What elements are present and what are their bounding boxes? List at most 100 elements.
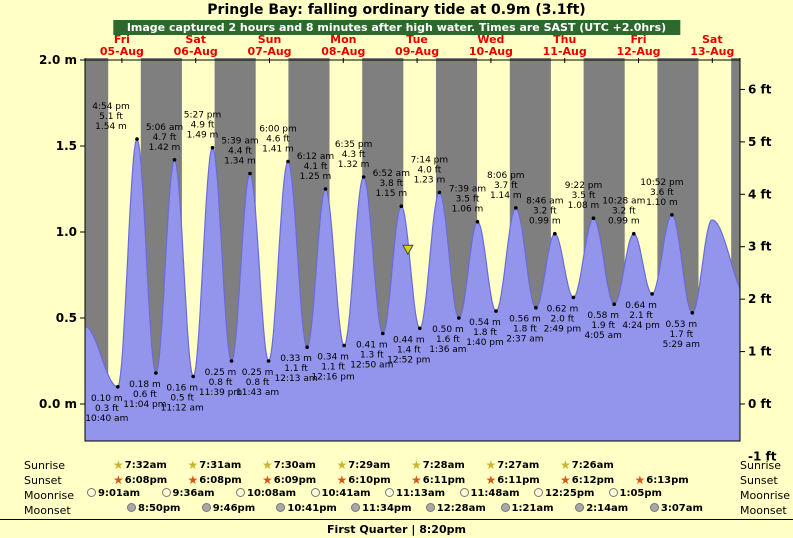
sunset-entry: ★6:09pm bbox=[262, 473, 316, 487]
tide-low-label: 11:12 am bbox=[161, 404, 204, 414]
moonset-entry: 10:41pm bbox=[276, 503, 337, 514]
tide-extreme-dot bbox=[650, 292, 654, 296]
right-axis-label: 0 ft bbox=[748, 397, 772, 411]
sunrise-entry: ★7:27am bbox=[486, 458, 540, 472]
tide-high-label: 3.5 ft bbox=[572, 191, 596, 201]
tide-low-label: 0.8 ft bbox=[209, 378, 233, 388]
sunrise-label-right: Sunrise bbox=[740, 459, 782, 472]
left-axis-label: 1.5 bbox=[56, 139, 77, 153]
tide-low-label: 12:13 am bbox=[275, 374, 318, 384]
tide-high-label: 4.0 ft bbox=[418, 165, 442, 175]
sunrise-time: 7:32am bbox=[124, 460, 167, 471]
tide-extreme-dot bbox=[632, 231, 636, 236]
tide-low-label: 1.1 ft bbox=[321, 363, 345, 373]
tide-low-label: 0.58 m bbox=[587, 311, 619, 321]
moonset-label-right: Moonset bbox=[740, 504, 787, 517]
tide-extreme-dot bbox=[381, 331, 385, 336]
moonset-entry: 8:50pm bbox=[127, 503, 180, 514]
moonrise-time: 11:13am bbox=[396, 488, 445, 499]
day-label-dow: Sat bbox=[185, 33, 206, 46]
moonrise-time: 10:41am bbox=[321, 488, 371, 499]
day-label-date: 09-Aug bbox=[395, 45, 439, 58]
moonset-time: 8:50pm bbox=[138, 503, 181, 514]
moonset-time: 3:07am bbox=[660, 503, 703, 514]
tide-extreme-dot bbox=[670, 213, 674, 217]
sunrise-time: 7:29am bbox=[348, 460, 391, 471]
moonset-icon bbox=[127, 503, 136, 512]
capture-info-banner: Image captured 2 hours and 8 minutes aft… bbox=[112, 20, 681, 35]
sunset-icon: ★ bbox=[411, 473, 422, 487]
day-label-dow: Sat bbox=[702, 33, 723, 46]
tide-low-label: 0.44 m bbox=[393, 335, 425, 345]
right-axis-label: 2 ft bbox=[748, 292, 772, 306]
right-axis-label: 5 ft bbox=[748, 135, 772, 149]
tide-extreme-dot bbox=[571, 295, 576, 300]
tide-low-label: 1.7 ft bbox=[669, 330, 693, 340]
tide-low-label: 2:49 pm bbox=[544, 324, 582, 334]
day-label-dow: Wed bbox=[477, 33, 504, 46]
moonrise-entry: 10:08am bbox=[236, 488, 296, 499]
moonset-icon bbox=[276, 503, 286, 512]
moonset-icon bbox=[425, 503, 435, 512]
tide-extreme-dot bbox=[286, 159, 290, 164]
tide-low-label: 11:43 am bbox=[236, 388, 279, 398]
sunset-icon: ★ bbox=[634, 473, 646, 487]
tide-low-label: 0.16 m bbox=[166, 384, 198, 394]
moonset-time: 1:21am bbox=[511, 503, 554, 514]
moonset-icon bbox=[351, 503, 361, 512]
night-band bbox=[731, 58, 740, 441]
tide-high-label: 4.7 ft bbox=[153, 133, 177, 143]
tide-low-label: 0.56 m bbox=[509, 315, 541, 325]
right-axis-label: 4 ft bbox=[748, 187, 772, 201]
moonrise-icon bbox=[236, 488, 245, 497]
left-axis-label: 0.5 bbox=[56, 311, 77, 325]
tide-extreme-dot bbox=[690, 311, 695, 315]
tide-low-label: 1.8 ft bbox=[473, 328, 497, 338]
tide-high-label: 3.2 ft bbox=[612, 207, 636, 217]
day-label-dow: Fri bbox=[114, 33, 130, 46]
sunrise-icon: ★ bbox=[411, 458, 422, 472]
sunset-time: 6:10pm bbox=[348, 475, 391, 486]
tide-low-label: 1:36 am bbox=[429, 345, 466, 355]
tide-high-label: 1.10 m bbox=[646, 198, 678, 208]
sunset-label-right: Sunset bbox=[740, 474, 778, 487]
moonset-icon bbox=[500, 503, 510, 512]
moonrise-entry: 1:05pm bbox=[608, 488, 662, 499]
moonset-label-left: Moonset bbox=[24, 504, 71, 517]
moonrise-entry: 11:48am bbox=[459, 488, 520, 499]
tide-extreme-dot bbox=[229, 359, 234, 363]
tide-low-label: 0.18 m bbox=[129, 380, 161, 390]
tide-high-label: 1.49 m bbox=[187, 131, 219, 141]
tide-extreme-dot bbox=[475, 219, 480, 224]
right-axis-label: 6 ft bbox=[748, 82, 772, 96]
tide-high-label: 4.4 ft bbox=[228, 147, 252, 157]
sunrise-icon: ★ bbox=[336, 458, 348, 472]
sunset-entry: ★6:11pm bbox=[486, 473, 540, 487]
sunrise-icon: ★ bbox=[262, 458, 273, 472]
tide-extreme-dot bbox=[154, 371, 158, 375]
tide-high-label: 8:46 am bbox=[526, 197, 563, 207]
sunrise-icon: ★ bbox=[560, 458, 571, 472]
moonrise-icon bbox=[534, 488, 543, 497]
tide-high-label: 1.15 m bbox=[375, 189, 407, 199]
sunrise-icon: ★ bbox=[113, 458, 124, 472]
tide-low-label: 0.25 m bbox=[205, 368, 237, 378]
tide-low-label: 1:40 pm bbox=[466, 338, 504, 348]
tide-low-label: 0.8 ft bbox=[246, 378, 270, 388]
tide-low-label: 0.3 ft bbox=[95, 404, 119, 414]
tide-high-label: 1.32 m bbox=[338, 160, 370, 170]
tide-extreme-dot bbox=[210, 145, 215, 150]
tide-high-label: 4.9 ft bbox=[191, 121, 215, 131]
tide-high-label: 6:35 pm bbox=[335, 140, 373, 150]
sunrise-entry: ★7:26am bbox=[560, 458, 614, 472]
tide-low-label: 4:05 am bbox=[585, 331, 622, 341]
tide-extreme-dot bbox=[418, 326, 422, 331]
moonrise-entry: 12:25pm bbox=[534, 488, 594, 499]
tide-extreme-dot bbox=[266, 359, 271, 363]
tide-low-label: 0.54 m bbox=[469, 318, 501, 328]
sunset-time: 6:09pm bbox=[273, 475, 317, 486]
sunrise-time: 7:26am bbox=[571, 460, 614, 471]
tide-high-label: 1.54 m bbox=[95, 122, 127, 132]
moonset-icon bbox=[201, 503, 211, 512]
